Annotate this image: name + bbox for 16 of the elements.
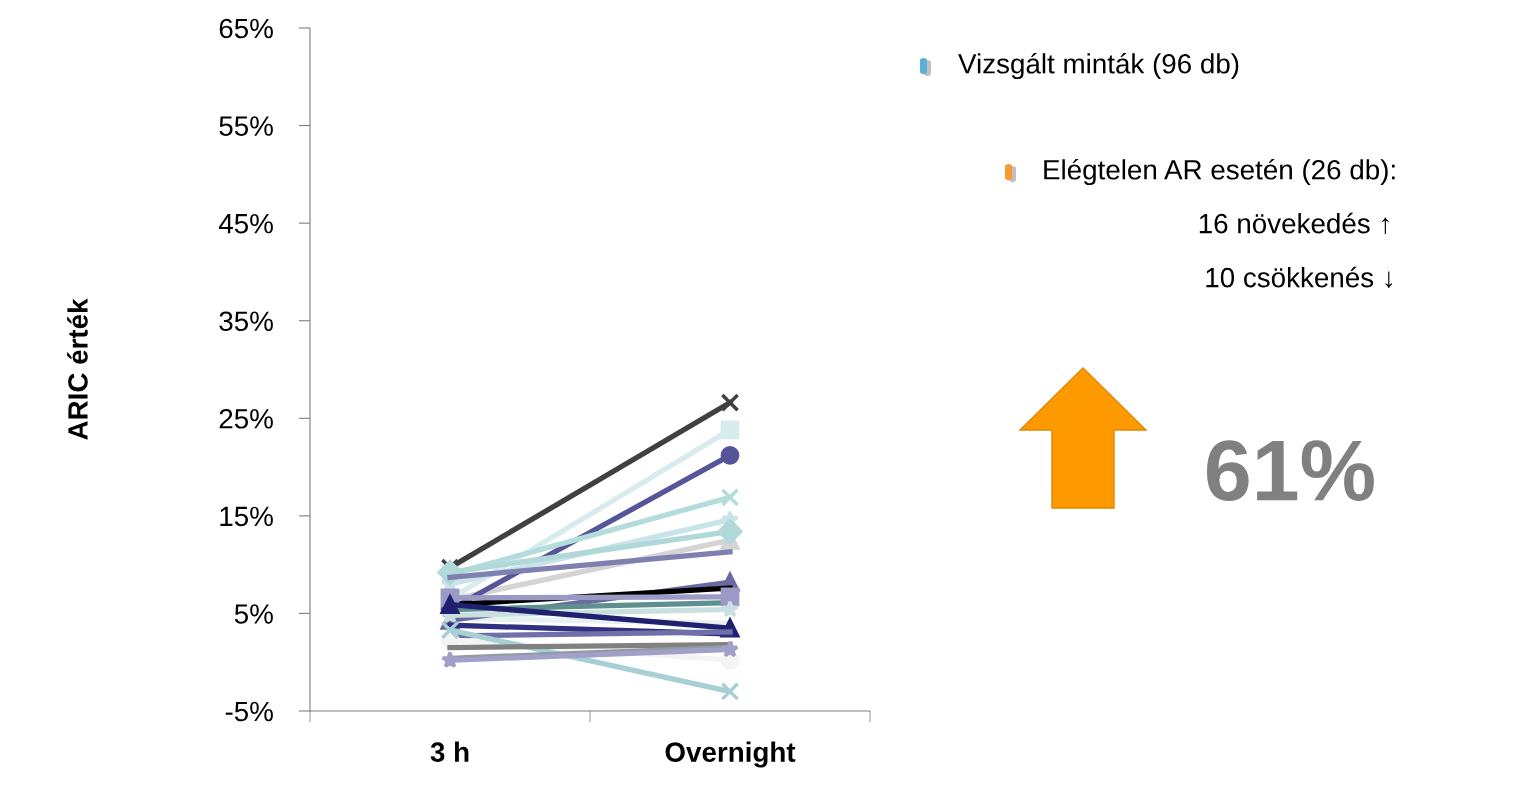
y-tick-label: 65% [219, 18, 273, 39]
x-tick-label: Overnight [665, 741, 796, 768]
text: Vizsgált minták (96 db) [958, 52, 1239, 80]
y-tick-label: 5% [234, 604, 273, 624]
text: Elégtelen AR esetén (26 db): [1044, 158, 1395, 186]
y-tick-label: 45% [218, 213, 273, 234]
text: 10 csökkenés ↓ [1206, 266, 1393, 289]
text: 16 növekedés ↑ [1199, 212, 1389, 235]
x-tick-label: 3 h [430, 741, 469, 762]
y-axis-title: ARIC érték [67, 298, 88, 440]
y-tick-label: 55% [219, 116, 273, 136]
y-tick-label: 15% [220, 506, 273, 527]
text: 61% [1206, 440, 1374, 502]
y-tick-label: 35% [219, 311, 273, 332]
y-tick-label: -5% [225, 701, 273, 722]
y-tick-label: 25% [219, 408, 273, 429]
